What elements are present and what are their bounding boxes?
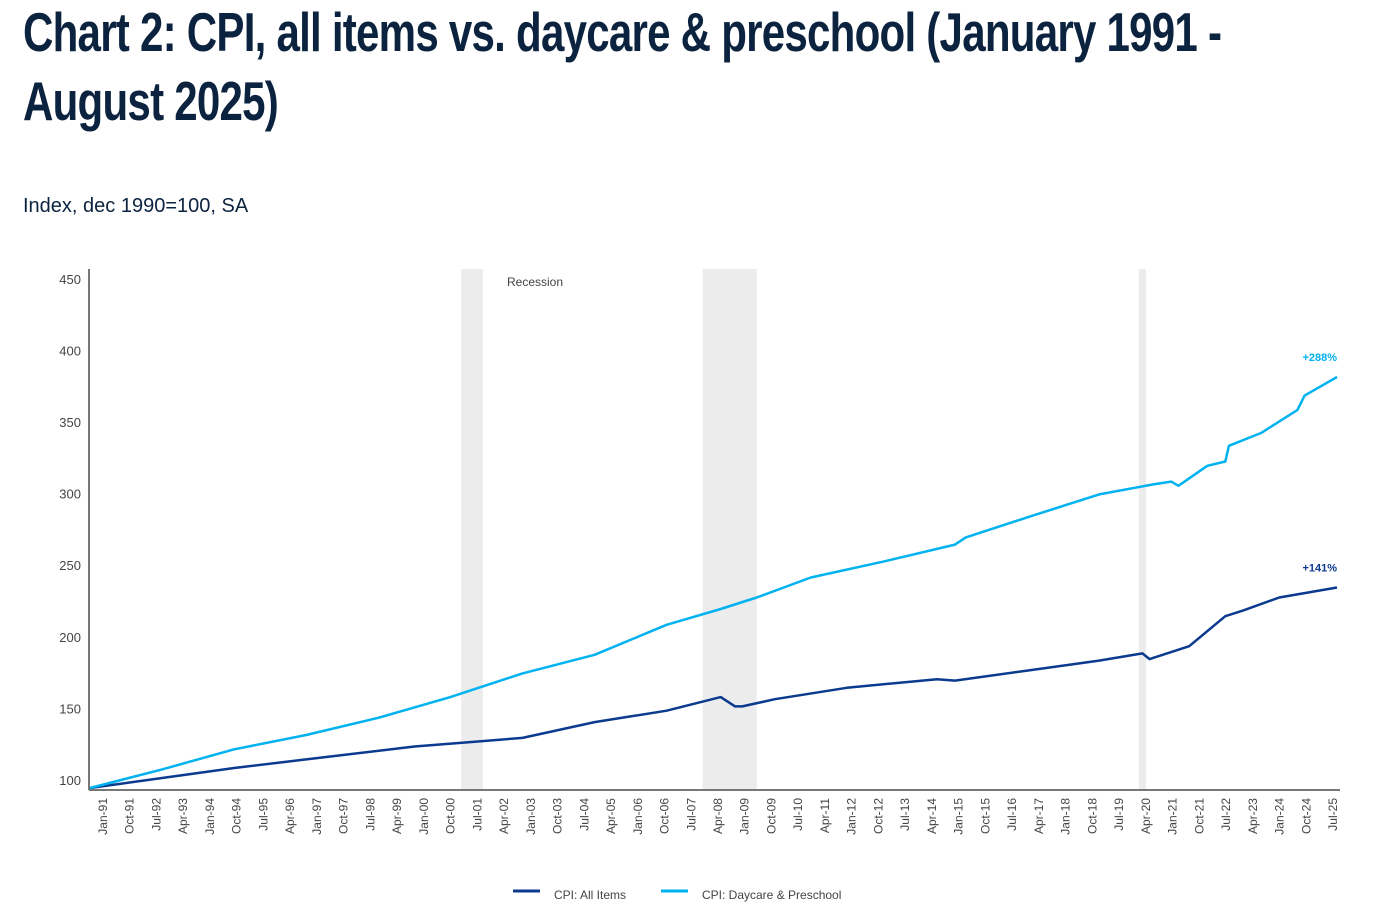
legend-label-all-items: CPI: All Items — [554, 888, 626, 902]
recession-band — [1138, 269, 1146, 790]
x-tick-label: Jan-24 — [1273, 798, 1287, 835]
y-tick-label: 350 — [59, 415, 81, 430]
x-tick-label: Oct-06 — [658, 798, 672, 834]
x-tick-label: Apr-99 — [390, 798, 404, 834]
y-tick-label: 400 — [59, 343, 81, 358]
x-tick-label: Apr-23 — [1246, 798, 1260, 834]
legend-label-daycare: CPI: Daycare & Preschool — [702, 888, 841, 902]
x-tick-label: Jul-98 — [363, 798, 377, 831]
x-tick-label: Jul-07 — [684, 798, 698, 831]
end-label-daycare: +288% — [1302, 352, 1337, 364]
x-tick-label: Jan-21 — [1166, 798, 1180, 835]
x-tick-label: Apr-20 — [1139, 798, 1153, 834]
x-tick-label: Oct-00 — [444, 798, 458, 834]
y-tick-label: 100 — [59, 773, 81, 788]
x-tick-label: Apr-17 — [1032, 798, 1046, 834]
x-tick-label: Jul-13 — [898, 798, 912, 831]
x-tick-label: Jan-91 — [96, 798, 110, 835]
chart-title: Chart 2: CPI, all items vs. daycare & pr… — [23, 1, 1222, 132]
recession-band — [702, 269, 757, 790]
x-axis-ticks: Jan-91 Oct-91 Jul-92 Apr-93 Jan-94 Oct-94 Jul-… — [96, 798, 1340, 835]
recession-label: Recession — [507, 275, 563, 289]
y-tick-label: 300 — [59, 487, 81, 502]
x-tick-label: Oct-21 — [1192, 798, 1206, 834]
x-tick-label: Apr-93 — [176, 798, 190, 834]
x-tick-label: Apr-08 — [711, 798, 725, 834]
x-tick-label: Jul-16 — [1005, 798, 1019, 831]
x-tick-label: Oct-94 — [230, 798, 244, 834]
x-tick-label: Apr-05 — [604, 798, 618, 834]
x-tick-label: Jul-10 — [791, 798, 805, 831]
x-tick-label: Jul-92 — [149, 798, 163, 831]
x-tick-label: Jan-12 — [845, 798, 859, 835]
y-axis-ticks: 100 150 200 250 300 350 400 450 — [59, 272, 81, 788]
x-tick-label: Oct-18 — [1085, 798, 1099, 834]
end-label-all-items: +141% — [1302, 563, 1337, 575]
x-tick-label: Jul-01 — [470, 798, 484, 831]
x-tick-label: Oct-09 — [764, 798, 778, 834]
x-tick-label: Apr-11 — [818, 798, 832, 833]
x-tick-label: Jan-15 — [952, 798, 966, 835]
x-tick-label: Jul-04 — [577, 798, 591, 831]
x-tick-label: Oct-03 — [551, 798, 565, 834]
y-tick-label: 250 — [59, 558, 81, 573]
x-tick-label: Jan-97 — [310, 798, 324, 835]
x-tick-label: Apr-96 — [283, 798, 297, 834]
legend: CPI: All Items CPI: Daycare & Preschool — [513, 888, 841, 902]
x-tick-label: Oct-24 — [1299, 798, 1313, 834]
x-tick-label: Jul-25 — [1326, 798, 1340, 831]
x-tick-label: Apr-14 — [925, 798, 939, 834]
x-tick-label: Jan-00 — [417, 798, 431, 835]
x-tick-label: Oct-15 — [978, 798, 992, 834]
recession-bands — [461, 269, 1146, 790]
x-tick-label: Jan-06 — [631, 798, 645, 835]
x-tick-label: Jan-94 — [203, 798, 217, 835]
x-tick-label: Oct-97 — [337, 798, 351, 834]
x-tick-label: Jan-18 — [1059, 798, 1073, 835]
x-tick-label: Jul-19 — [1112, 798, 1126, 831]
x-tick-label: Jul-95 — [256, 798, 270, 831]
series-line-daycare — [89, 375, 1338, 790]
x-tick-label: Jan-09 — [738, 798, 752, 835]
x-tick-label: Apr-02 — [497, 798, 511, 834]
x-tick-label: Jan-03 — [524, 798, 538, 835]
recession-band — [461, 269, 483, 790]
x-tick-label: Oct-12 — [871, 798, 885, 834]
chart-subtitle: Index, dec 1990=100, SA — [23, 195, 249, 217]
y-tick-label: 150 — [59, 701, 81, 716]
series-lines: +141% +288% — [89, 352, 1338, 790]
series-line-all-items — [89, 586, 1338, 790]
y-tick-label: 450 — [59, 272, 81, 287]
y-tick-label: 200 — [59, 630, 81, 645]
x-tick-label: Oct-91 — [123, 798, 137, 834]
x-tick-label: Jul-22 — [1219, 798, 1233, 831]
